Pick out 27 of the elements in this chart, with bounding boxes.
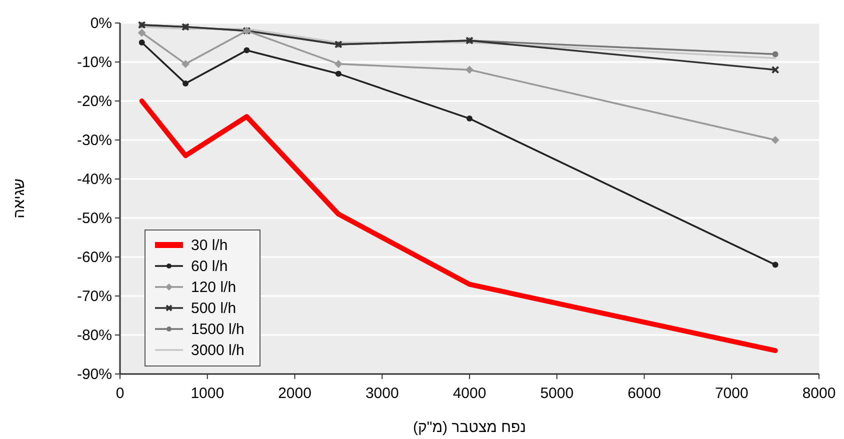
y-tick-label: -60% <box>76 249 112 266</box>
y-tick-label: -10% <box>76 54 112 71</box>
y-tick-label: -80% <box>76 327 112 344</box>
legend-label: 60 l/h <box>191 258 228 275</box>
x-tick-label: 0 <box>116 385 124 402</box>
legend-label: 500 l/h <box>191 300 236 317</box>
y-tick-label: -40% <box>76 171 112 188</box>
x-axis-title: נפח מצטבר (מ"ק) <box>413 419 526 436</box>
x-tick-label: 1000 <box>190 385 224 402</box>
legend-label: 120 l/h <box>191 279 236 296</box>
y-axis-title: שגיאה <box>11 178 28 218</box>
y-tick-label: -90% <box>76 366 112 383</box>
y-tick-label: 0% <box>90 15 112 32</box>
x-tick-label: 3000 <box>365 385 399 402</box>
x-tick-label: 7000 <box>714 385 748 402</box>
x-tick-label: 2000 <box>278 385 312 402</box>
y-tick-label: -20% <box>76 93 112 110</box>
legend-label: 3000 l/h <box>191 342 244 359</box>
x-tick-label: 4000 <box>452 385 486 402</box>
x-tick-label: 8000 <box>802 385 836 402</box>
legend-label: 1500 l/h <box>191 321 244 338</box>
y-tick-label: -30% <box>76 132 112 149</box>
y-tick-label: -70% <box>76 288 112 305</box>
legend-label: 30 l/h <box>191 237 228 254</box>
x-tick-label: 5000 <box>540 385 574 402</box>
y-tick-label: -50% <box>76 210 112 227</box>
x-tick-label: 6000 <box>628 385 661 402</box>
